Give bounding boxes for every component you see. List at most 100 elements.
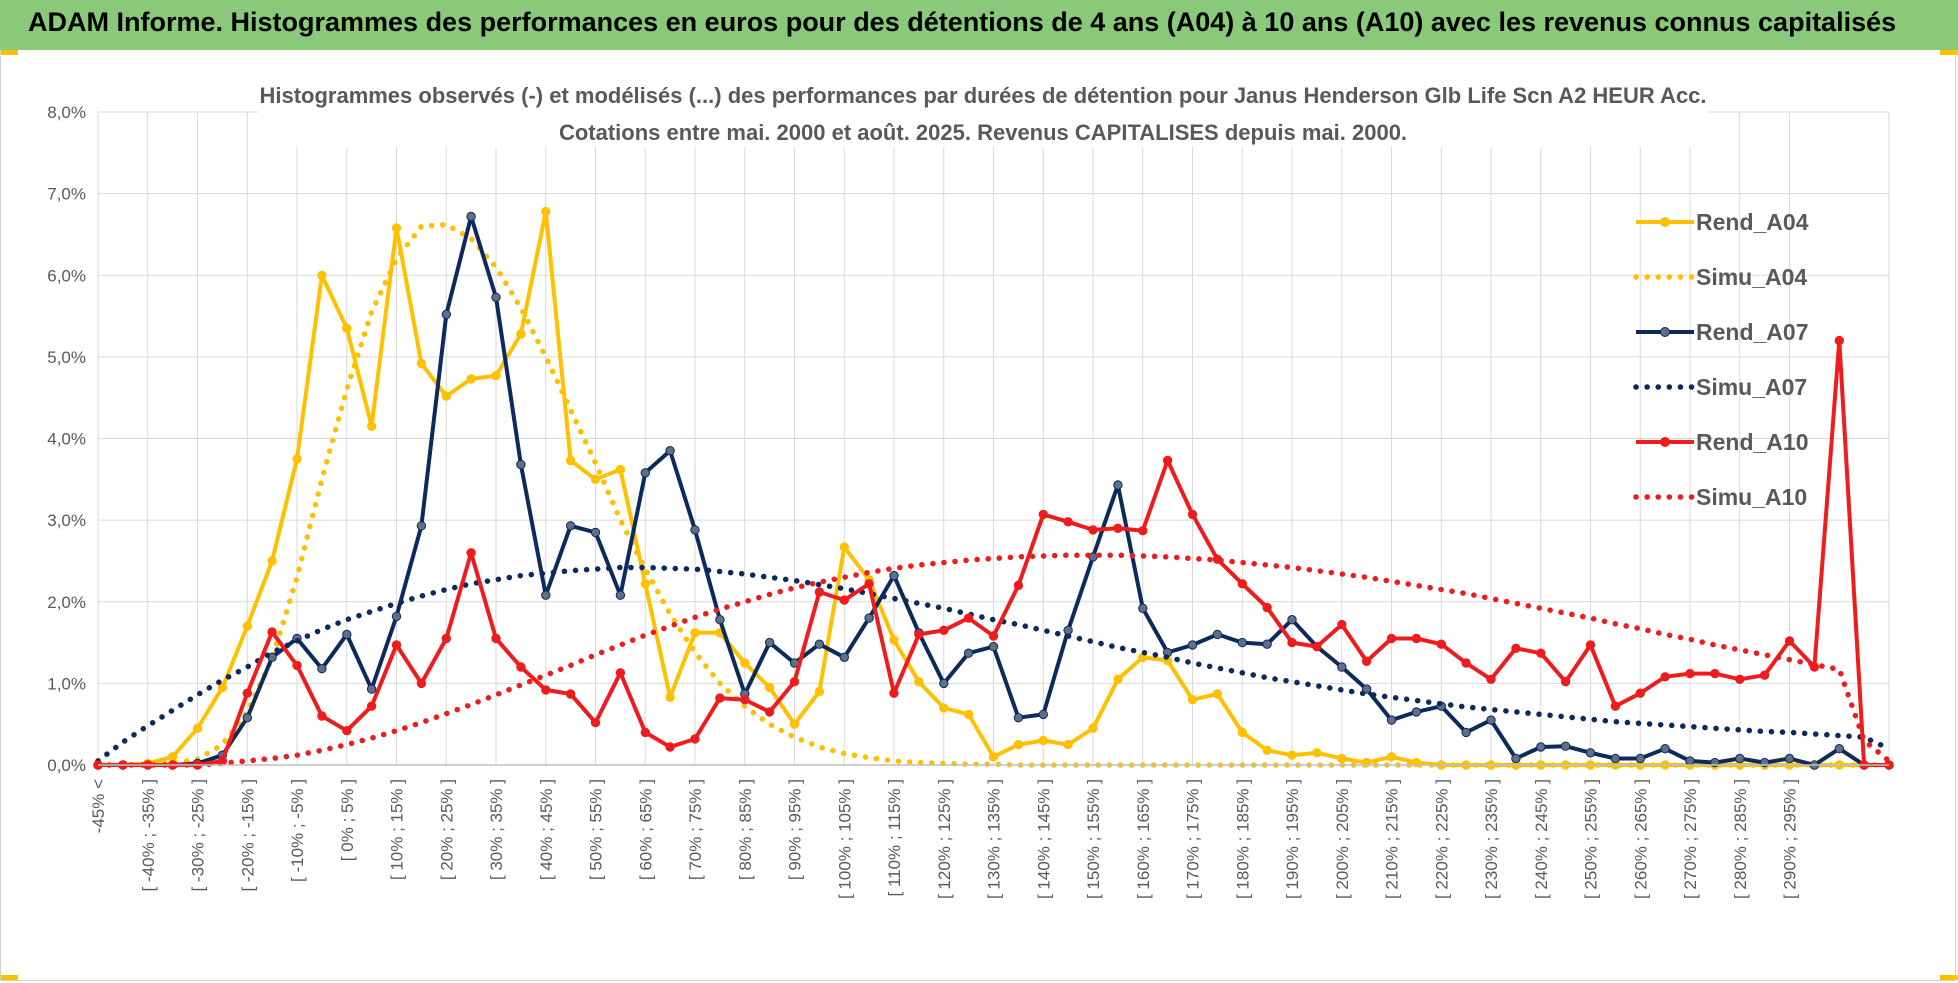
data-point — [839, 595, 849, 605]
data-point — [441, 633, 451, 644]
data-point — [1411, 633, 1422, 644]
data-point — [715, 615, 725, 625]
data-point — [441, 391, 451, 401]
data-point — [366, 421, 377, 431]
data-point — [416, 358, 427, 369]
data-point — [864, 613, 874, 623]
data-point — [1262, 602, 1272, 613]
data-point — [839, 652, 849, 662]
data-point — [590, 717, 601, 728]
legend-entry: Simu_A04 — [1633, 264, 1807, 290]
y-tick-label: 7,0% — [47, 185, 86, 204]
data-point — [1212, 689, 1223, 699]
data-point — [1386, 715, 1397, 725]
legend-entry: Rend_A07 — [1636, 319, 1808, 345]
data-point — [491, 292, 501, 302]
data-point — [1013, 713, 1024, 723]
data-point — [1536, 648, 1546, 658]
series-line — [95, 552, 1892, 768]
data-point — [1635, 753, 1646, 764]
data-point — [192, 723, 203, 733]
data-point — [1461, 727, 1471, 738]
y-tick-label: 6,0% — [47, 266, 86, 285]
data-point — [441, 309, 451, 320]
data-point — [1013, 580, 1024, 591]
data-point — [1735, 674, 1745, 684]
y-tick-label: 2,0% — [47, 593, 86, 612]
data-point — [342, 323, 352, 333]
data-point — [267, 627, 277, 637]
x-tick-label: [ 110% ; 115% ] — [885, 779, 904, 897]
data-point — [1187, 640, 1198, 650]
data-point — [1511, 753, 1521, 764]
data-point — [1337, 619, 1347, 630]
x-tick-label: [ -20% ; -15% ] — [238, 779, 257, 891]
data-point — [1337, 662, 1347, 672]
data-point — [541, 590, 551, 600]
corner-accent-left — [0, 50, 18, 55]
data-point — [1287, 637, 1297, 648]
data-point — [764, 682, 775, 693]
data-point — [889, 688, 899, 698]
data-point — [541, 685, 551, 695]
legend-entry: Rend_A04 — [1636, 209, 1809, 235]
data-point — [366, 701, 377, 711]
x-tick-label: [ 50% ; 55% ] — [587, 779, 606, 880]
data-point — [814, 686, 825, 697]
data-point — [939, 625, 949, 635]
y-tick-label: 0,0% — [47, 756, 86, 775]
data-point — [1660, 744, 1670, 754]
data-point — [565, 455, 576, 466]
data-point — [789, 719, 800, 729]
data-point — [242, 713, 253, 723]
data-point — [640, 727, 650, 738]
data-point — [1162, 455, 1173, 466]
data-point — [167, 752, 178, 762]
data-point — [1834, 744, 1845, 754]
legend-marker — [1660, 327, 1670, 337]
x-tick-label: [ 230% ; 235% ] — [1482, 779, 1501, 899]
data-point — [1187, 509, 1198, 520]
data-point — [764, 637, 775, 648]
data-point — [814, 587, 825, 597]
data-point — [1834, 335, 1845, 346]
data-point — [1312, 641, 1322, 652]
data-point — [1013, 739, 1024, 750]
data-point — [1237, 637, 1248, 648]
series-line — [95, 564, 1892, 764]
data-point — [1237, 727, 1248, 738]
corner-accent-right — [1940, 50, 1958, 55]
data-point — [516, 459, 526, 470]
data-point — [317, 270, 327, 280]
data-point — [565, 689, 576, 699]
x-tick-label: [ 250% ; 255% ] — [1582, 779, 1601, 899]
data-point — [391, 640, 402, 650]
x-tick-label: [ 150% ; 155% ] — [1084, 779, 1103, 899]
data-point — [317, 664, 327, 674]
x-tick-label: [ 190% ; 195% ] — [1283, 779, 1302, 899]
data-point — [541, 206, 551, 217]
y-tick-label: 4,0% — [47, 430, 86, 449]
data-point — [690, 734, 700, 744]
data-point — [1038, 509, 1049, 520]
data-point — [939, 703, 949, 713]
data-point — [1361, 656, 1372, 666]
data-point — [1287, 750, 1297, 760]
data-point — [516, 662, 526, 672]
x-tick-label: [ 200% ; 205% ] — [1333, 779, 1352, 899]
data-point — [1038, 735, 1049, 746]
chart-title: Histogrammes observés (-) et modélisés (… — [259, 83, 1706, 108]
data-point — [391, 223, 402, 233]
x-tick-label: [ 260% ; 265% ] — [1631, 779, 1650, 899]
series-simu-a07 — [95, 564, 1892, 764]
axis-layer: 0,0% 1,0% 2,0% 3,0% 4,0% 5,0% 6,0% 7,0% 8,0% -45%… — [47, 103, 1889, 899]
data-point — [814, 639, 825, 649]
x-tick-label: [ 270% ; 275% ] — [1681, 779, 1700, 899]
data-point — [1784, 636, 1795, 646]
data-point — [1088, 723, 1098, 733]
data-point — [590, 474, 601, 484]
x-tick-label: [ 30% ; 35% ] — [487, 779, 506, 880]
data-point — [1436, 639, 1447, 649]
data-point — [665, 692, 675, 702]
